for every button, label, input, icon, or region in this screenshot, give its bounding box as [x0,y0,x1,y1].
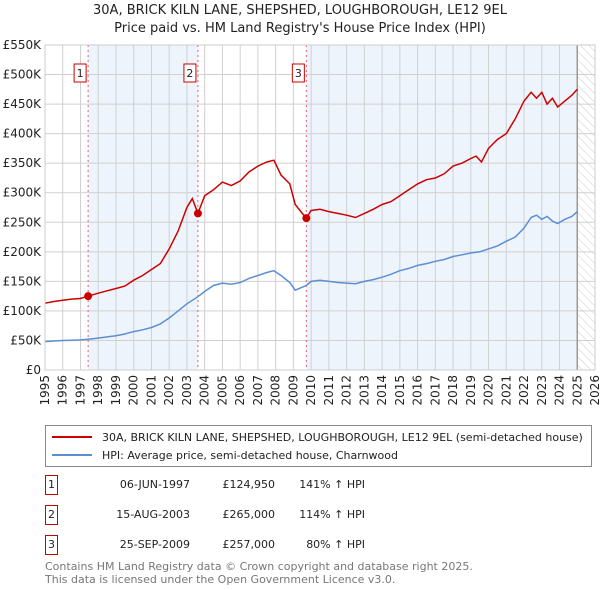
x-tick-label: 2013 [357,375,371,406]
legend-item-property: 30A, BRICK KILN LANE, SHEPSHED, LOUGHBOR… [52,429,583,445]
x-tick-label: 2024 [553,375,567,406]
x-tick-label: 2002 [162,375,176,406]
sale-number: 3 [45,535,58,555]
y-tick-label: £200K [3,245,43,259]
y-tick-label: £400K [3,127,43,141]
sale-price: £124,950 [222,478,276,491]
sale-row: 1 06-JUN-1997 £124,950 141% ↑ HPI [45,475,565,495]
sale-date: 06-JUN-1997 [119,478,190,491]
y-tick-label: £100K [3,304,43,318]
x-tick-label: 2003 [180,375,194,406]
x-tick-label: 2023 [535,375,549,406]
sale-point [302,214,311,223]
x-tick-label: 2020 [482,375,496,406]
sale-label-box [183,63,197,83]
x-tick-label: 1997 [73,375,87,406]
x-tick-label: 2021 [499,375,513,406]
x-tick-label: 2011 [322,375,336,406]
footer-line: This data is licensed under the Open Gov… [45,573,396,586]
x-tick-label: 2004 [198,375,212,406]
footer-line: Contains HM Land Registry data © Crown c… [45,560,473,573]
x-tick-label: 2009 [286,375,300,406]
y-tick-label: £300K [3,186,43,200]
x-tick-label: 2006 [233,375,247,406]
y-tick-label: £0 [26,363,41,377]
property-price-line [44,88,578,304]
footer: Contains HM Land Registry data © Crown c… [45,560,473,586]
y-tick-label: £250K [3,215,43,229]
legend: 30A, BRICK KILN LANE, SHEPSHED, LOUGHBOR… [45,425,592,467]
chart-subtitle: Price paid vs. HM Land Registry's House … [114,21,486,36]
sale-number: 1 [45,475,58,495]
sale-hpi: 114% ↑ HPI [299,508,365,521]
x-tick-label: 2000 [127,375,141,406]
y-tick-label: £500K [3,68,43,82]
shaded-period [306,45,578,370]
y-tick-label: £50K [10,333,42,347]
x-tick-label: 2022 [517,375,531,406]
future-hatch [577,45,595,370]
sale-price: £265,000 [222,508,276,521]
sale-hpi: 80% ↑ HPI [306,538,365,551]
sale-date: 15-AUG-2003 [116,508,190,521]
x-tick-label: 2001 [144,375,158,406]
legend-item-hpi: HPI: Average price, semi-detached house,… [52,447,398,463]
sale-row: 3 25-SEP-2009 £257,000 80% ↑ HPI [45,535,565,555]
legend-label: 30A, BRICK KILN LANE, SHEPSHED, LOUGHBOR… [102,430,583,444]
x-tick-label: 1998 [91,375,105,406]
plot-border [44,44,596,371]
sale-price: £257,000 [222,538,276,551]
legend-label: HPI: Average price, semi-detached house,… [102,448,398,462]
sale-date: 25-SEP-2009 [119,538,190,551]
x-tick-label: 2005 [215,375,229,406]
x-tick-label: 2010 [304,375,318,406]
y-tick-label: £350K [3,156,43,170]
sale-label: 3 [295,67,302,80]
x-tick-label: 2017 [428,375,442,406]
price-chart: 1995 1996 1997 1998 1999 2000 2001 2002 2003 2004… [3,38,600,406]
sale-point [193,209,202,218]
sale-label-box [291,63,305,83]
x-tick-label: 2026 [588,375,600,406]
y-tick-label: £450K [3,97,43,111]
x-tick-label: 2007 [251,375,265,406]
y-tick-label: £150K [3,274,43,288]
x-tick-label: 2008 [269,375,283,406]
sale-row: 2 15-AUG-2003 £265,000 114% ↑ HPI [45,505,565,525]
x-tick-label: 2018 [446,375,460,406]
sale-point [84,292,93,301]
sale-number: 2 [45,505,58,525]
y-tick-label: £550K [3,38,43,52]
chart-title: 30A, BRICK KILN LANE, SHEPSHED, LOUGHBOR… [93,3,507,18]
x-tick-label: 2016 [411,375,425,406]
x-tick-label: 2014 [375,375,389,406]
hpi-line [44,211,578,343]
x-tick-label: 1999 [109,375,123,406]
sale-label: 1 [77,67,84,80]
shaded-period [88,45,198,370]
x-tick-label: 2019 [464,375,478,406]
x-tick-label: 1995 [38,375,52,406]
x-tick-label: 2015 [393,375,407,406]
legend-swatch-blue [52,454,92,456]
sale-label-box [73,63,87,83]
x-tick-label: 2025 [570,375,584,406]
sale-label: 2 [186,67,193,80]
x-tick-label: 1996 [56,375,70,406]
x-tick-label: 2012 [340,375,354,406]
sale-hpi: 141% ↑ HPI [299,478,365,491]
legend-swatch-red [52,436,92,438]
